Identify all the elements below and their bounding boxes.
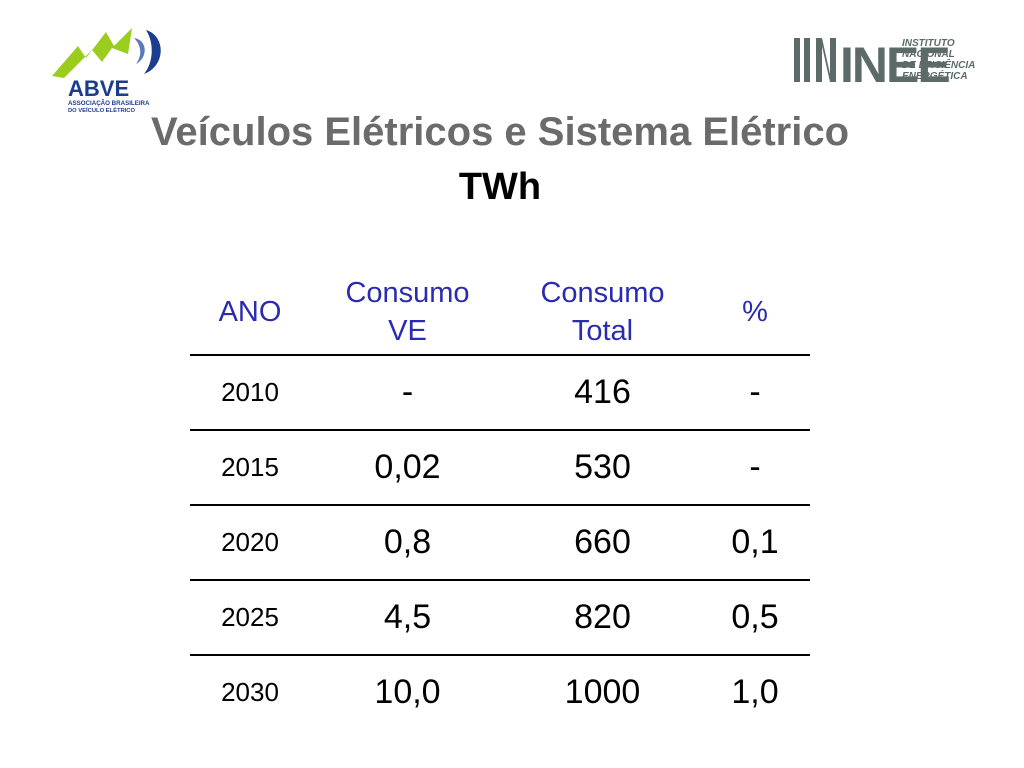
svg-text:DO VEÍCULO ELÉTRICO: DO VEÍCULO ELÉTRICO xyxy=(68,106,135,114)
header-consumo-total: Consumo Total xyxy=(505,270,700,356)
slide-title: Veículos Elétricos e Sistema Elétrico xyxy=(150,110,850,154)
table-row: 2010 - 416 - xyxy=(190,355,810,431)
cell-ano: 2030 xyxy=(221,677,279,707)
cell-consumo-ve: 0,02 xyxy=(310,430,505,506)
svg-text:NACIONAL: NACIONAL xyxy=(902,49,955,60)
header-consumo-ve: Consumo VE xyxy=(310,270,505,356)
cell-consumo-total: 660 xyxy=(505,505,700,581)
svg-text:INSTITUTO: INSTITUTO xyxy=(902,38,955,49)
cell-consumo-ve: - xyxy=(310,355,505,431)
table-header-row: ANO Consumo VE Consumo Total % xyxy=(190,270,810,356)
inee-wordmark: INEE xyxy=(840,37,949,86)
cell-ano: 2015 xyxy=(190,430,310,506)
cell-consumo-ve: 4,5 xyxy=(310,580,505,656)
cell-percent: 1,0 xyxy=(731,673,779,711)
cell-percent: - xyxy=(700,355,810,431)
cell-percent: - xyxy=(700,430,810,506)
svg-text:DE EFICIÊNCIA: DE EFICIÊNCIA xyxy=(902,58,975,71)
cell-ano: 2010 xyxy=(190,355,310,431)
cell-consumo-ve: 0,8 xyxy=(310,505,505,581)
cell-percent: 0,5 xyxy=(700,580,810,656)
svg-text:ABVE: ABVE xyxy=(68,76,129,101)
cell-consumo-ve: 10,0 xyxy=(374,673,441,711)
cell-ano: 2020 xyxy=(190,505,310,581)
table-row: 2015 0,02 530 - xyxy=(190,430,810,506)
header-percent: % xyxy=(700,270,810,356)
slide-subtitle: TWh xyxy=(458,166,542,208)
cell-consumo-total: 530 xyxy=(505,430,700,506)
table-row: 2030 10,0 1000 1,0 xyxy=(190,655,810,729)
header-ano: ANO xyxy=(190,270,310,356)
svg-text:ASSOCIAÇÃO BRASILEIRA: ASSOCIAÇÃO BRASILEIRA xyxy=(68,100,150,107)
abve-logo: ABVE ASSOCIAÇÃO BRASILEIRA DO VEÍCULO EL… xyxy=(52,28,161,114)
cell-consumo-total: 416 xyxy=(505,355,700,431)
inee-logo: INEE INSTITUTO NACIONAL DE EFICIÊNCIA EN… xyxy=(794,37,975,86)
cell-consumo-total: 820 xyxy=(505,580,700,656)
svg-text:ENERGÉTICA: ENERGÉTICA xyxy=(902,69,968,82)
table-row: 2020 0,8 660 0,1 xyxy=(190,505,810,581)
cell-ano: 2025 xyxy=(190,580,310,656)
cell-percent: 0,1 xyxy=(700,505,810,581)
cell-consumo-total: 1000 xyxy=(564,673,641,711)
consumption-table: ANO Consumo VE Consumo Total % 2010 - 416 … xyxy=(190,270,810,729)
table-row: 2025 4,5 820 0,5 xyxy=(190,580,810,656)
